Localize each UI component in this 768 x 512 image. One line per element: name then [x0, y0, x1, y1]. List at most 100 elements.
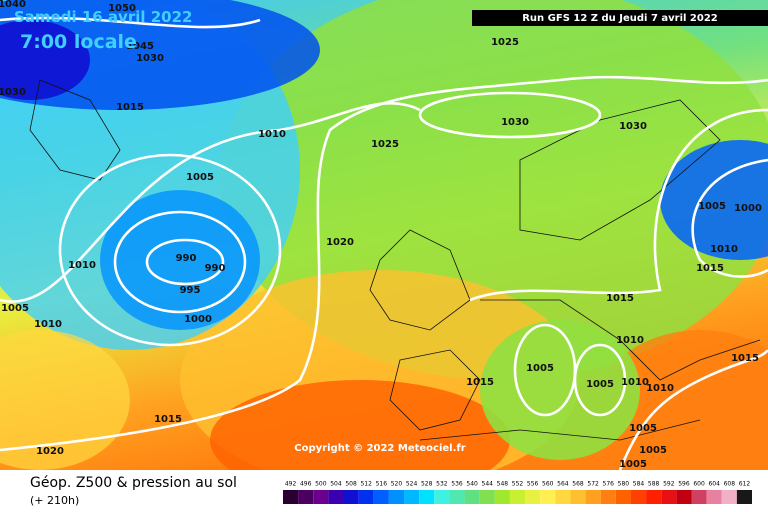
legend-label: 564 [557, 481, 569, 488]
legend-swatch [464, 490, 480, 504]
isobar-label: 1005 [698, 201, 726, 212]
legend-label: 552 [512, 481, 524, 488]
date: Samedi 16 avril 2022 [14, 8, 192, 26]
isobars [0, 16, 768, 471]
legend-label: 560 [542, 481, 554, 488]
isobar-label: 1020 [326, 237, 354, 248]
legend-label: 548 [497, 481, 509, 488]
isobar-label: 1015 [696, 263, 724, 274]
isobar-label: 1005 [1, 303, 29, 314]
legend-label: 496 [300, 481, 312, 488]
legend-label: 592 [663, 481, 675, 488]
legend-swatch [721, 490, 737, 504]
legend-label: 572 [587, 481, 599, 488]
isobar-label: 1015 [606, 293, 634, 304]
isobar-label: 1010 [616, 335, 644, 346]
legend-label: 588 [648, 481, 660, 488]
footer-lead: (+ 210h) [30, 494, 79, 507]
legend-swatch [600, 490, 616, 504]
isobar-label: 1005 [186, 172, 214, 183]
legend-label: 524 [406, 481, 418, 488]
legend-swatch [343, 490, 359, 504]
isobar-label: 1010 [34, 319, 62, 330]
isobar-label: 1030 [619, 121, 647, 132]
legend-swatch [630, 490, 647, 504]
isobar-label: 1050 [108, 3, 136, 14]
legend-swatch [298, 490, 314, 504]
legend-swatch [373, 490, 389, 504]
legend-swatch [328, 490, 344, 504]
legend-label: 532 [436, 481, 448, 488]
legend-label: 500 [315, 481, 327, 488]
legend-swatch [691, 490, 707, 504]
legend-swatch [540, 490, 556, 504]
isobar-label: 1005 [526, 363, 554, 374]
legend-label: 568 [572, 481, 584, 488]
legend-swatch [434, 490, 450, 504]
isobar-label: 1000 [184, 314, 212, 325]
isobar-label: 1010 [646, 383, 674, 394]
legend-swatch [661, 490, 677, 504]
footer-title: Géop. Z500 & pression au sol [30, 475, 237, 491]
isobar-label: 995 [180, 285, 201, 296]
isobar-label: 1040 [0, 0, 26, 10]
legend-swatch [646, 490, 662, 504]
legend-swatch [509, 490, 526, 504]
legend-label: 544 [482, 481, 494, 488]
isobar-label: 1005 [619, 459, 647, 470]
isobar-label: 1010 [258, 129, 286, 140]
legend-swatch [676, 490, 692, 504]
run-banner [472, 10, 768, 26]
legend-label: 504 [330, 481, 342, 488]
isobar-label: 1010 [710, 244, 738, 255]
legend-label: 600 [693, 481, 705, 488]
legend-label: 516 [376, 481, 388, 488]
isobar-label: 990 [176, 253, 197, 264]
legend-label: 520 [391, 481, 403, 488]
legend-swatch [358, 490, 374, 504]
legend-label: 576 [603, 481, 615, 488]
coastlines [29, 79, 761, 441]
legend-label: 540 [466, 481, 478, 488]
legend-swatch [615, 490, 631, 504]
legend-label: 580 [618, 481, 630, 488]
copyright: Copyright © 2022 Meteociel.fr [294, 443, 465, 454]
legend-swatch [570, 490, 586, 504]
isobar-label: 1045 [126, 41, 154, 52]
legend-label: 596 [678, 481, 690, 488]
legend-swatch [449, 490, 465, 504]
isobar-label: 1030 [0, 87, 26, 98]
isobar-label: 1030 [501, 117, 529, 128]
legend-swatch [388, 490, 405, 504]
isobar-label: 990 [205, 263, 226, 274]
legend-label: 584 [633, 481, 645, 488]
isobar-label: 1015 [466, 377, 494, 388]
legend-label: 528 [421, 481, 433, 488]
legend-swatch [736, 490, 752, 504]
legend-label: 556 [527, 481, 539, 488]
legend: 492 496 500 504 508 512 516 520 524 528 532 536 540 5… [283, 481, 752, 504]
legend-swatch [313, 490, 329, 504]
run-info: Run GFS 12 Z du Jeudi 7 avril 2022 [522, 13, 718, 24]
isobar-label: 1030 [136, 53, 164, 64]
legend-label: 508 [345, 481, 357, 488]
isobar-label: 1025 [491, 37, 519, 48]
isobar-label: 1005 [639, 445, 667, 456]
time: 7:00 locale [20, 31, 137, 53]
isobar-label: 1005 [586, 379, 614, 390]
isobar-label: 1025 [371, 139, 399, 150]
legend-swatch [555, 490, 571, 504]
legend-label: 612 [739, 481, 751, 488]
legend-label: 608 [724, 481, 736, 488]
isobar-label: 1015 [154, 414, 182, 425]
isobar-label: 1010 [621, 377, 649, 388]
isobar-label: 1015 [116, 102, 144, 113]
isobar-label: 1000 [734, 203, 762, 214]
legend-swatch [494, 490, 510, 504]
isobar-label: 1010 [68, 260, 96, 271]
isobar-label: 1005 [629, 423, 657, 434]
legend-label: 604 [708, 481, 720, 488]
legend-label: 512 [360, 481, 372, 488]
legend-swatch [525, 490, 541, 504]
